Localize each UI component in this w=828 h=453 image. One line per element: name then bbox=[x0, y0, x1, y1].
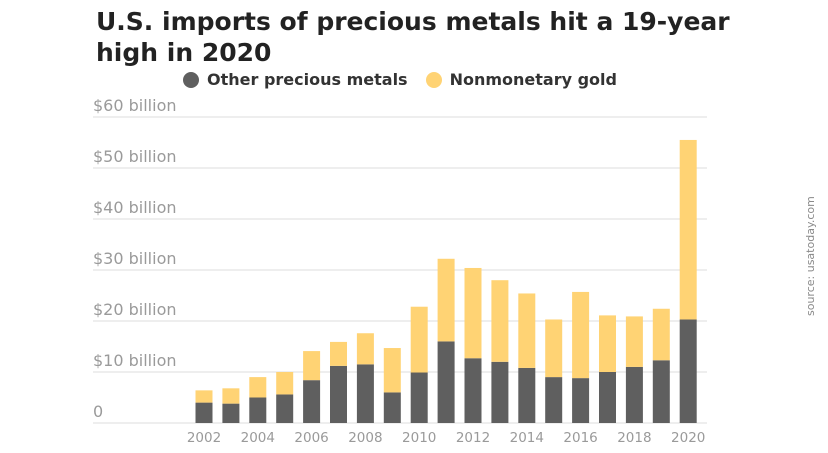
bar-other-2012 bbox=[464, 358, 482, 423]
bar-gold-2003 bbox=[222, 388, 240, 404]
bar-other-2016 bbox=[572, 378, 590, 423]
bar-gold-2015 bbox=[545, 319, 563, 378]
bar-gold-2016 bbox=[572, 291, 590, 379]
legend-label-gold: Nonmonetary gold bbox=[449, 70, 617, 89]
legend-item-other: Other precious metals bbox=[183, 70, 408, 89]
bar-gold-2005 bbox=[276, 372, 294, 395]
x-tick-label: 2010 bbox=[402, 430, 436, 446]
chart-title: U.S. imports of precious metals hit a 19… bbox=[96, 7, 730, 67]
bar-other-2015 bbox=[545, 377, 563, 423]
bar-other-2008 bbox=[356, 364, 374, 423]
bar-gold-2008 bbox=[356, 333, 374, 365]
bar-other-2020 bbox=[679, 319, 697, 423]
bar-other-2005 bbox=[276, 394, 294, 423]
x-tick-label: 2006 bbox=[294, 430, 328, 446]
bar-gold-2014 bbox=[518, 293, 536, 368]
x-tick-label: 2008 bbox=[348, 430, 382, 446]
y-tick-label: 0 bbox=[93, 402, 103, 421]
bar-gold-2011 bbox=[437, 258, 455, 342]
legend-swatch-gold bbox=[425, 71, 442, 88]
bar-other-2002 bbox=[195, 402, 213, 423]
legend-item-gold: Nonmonetary gold bbox=[425, 70, 617, 89]
bar-gold-2019 bbox=[652, 308, 670, 361]
source-credit: source: usatoday.com bbox=[804, 196, 817, 316]
bar-gold-2012 bbox=[464, 267, 482, 359]
bar-gold-2010 bbox=[410, 306, 428, 373]
bar-other-2011 bbox=[437, 341, 455, 423]
y-tick-label: $30 billion bbox=[93, 249, 177, 268]
bar-gold-2006 bbox=[303, 351, 321, 381]
bar-other-2010 bbox=[410, 372, 428, 423]
y-tick-label: $50 billion bbox=[93, 147, 177, 166]
bar-gold-2013 bbox=[491, 280, 509, 362]
bar-other-2006 bbox=[303, 380, 321, 423]
x-tick-label: 2012 bbox=[456, 430, 490, 446]
y-tick-label: $20 billion bbox=[93, 300, 177, 319]
bar-gold-2017 bbox=[599, 315, 616, 372]
bar-other-2009 bbox=[383, 392, 401, 423]
x-tick-label: 2018 bbox=[617, 430, 651, 446]
bar-other-2013 bbox=[491, 361, 509, 423]
legend-label-other: Other precious metals bbox=[207, 70, 408, 89]
y-tick-label: $10 billion bbox=[93, 351, 177, 370]
bar-other-2007 bbox=[330, 365, 347, 423]
legend: Other precious metals Nonmonetary gold bbox=[183, 70, 627, 89]
bar-other-2018 bbox=[625, 366, 643, 423]
x-tick-label: 2002 bbox=[187, 430, 221, 446]
x-tick-label: 2020 bbox=[671, 430, 705, 446]
bar-other-2019 bbox=[652, 360, 670, 423]
bar-other-2004 bbox=[249, 397, 267, 423]
bar-gold-2004 bbox=[249, 377, 267, 398]
bar-gold-2009 bbox=[383, 348, 401, 393]
y-tick-label: $40 billion bbox=[93, 198, 177, 217]
legend-swatch-other bbox=[183, 71, 199, 88]
bar-gold-2020 bbox=[679, 139, 697, 320]
bar-other-2014 bbox=[518, 367, 536, 423]
x-tick-label: 2016 bbox=[563, 430, 597, 446]
bar-other-2003 bbox=[222, 403, 240, 423]
bar-gold-2007 bbox=[330, 341, 347, 366]
y-tick-label: $60 billion bbox=[93, 96, 177, 115]
bar-other-2017 bbox=[599, 372, 616, 423]
x-tick-label: 2014 bbox=[510, 430, 544, 446]
x-tick-label: 2004 bbox=[241, 430, 275, 446]
bar-gold-2018 bbox=[625, 316, 643, 367]
bar-gold-2002 bbox=[195, 390, 213, 403]
